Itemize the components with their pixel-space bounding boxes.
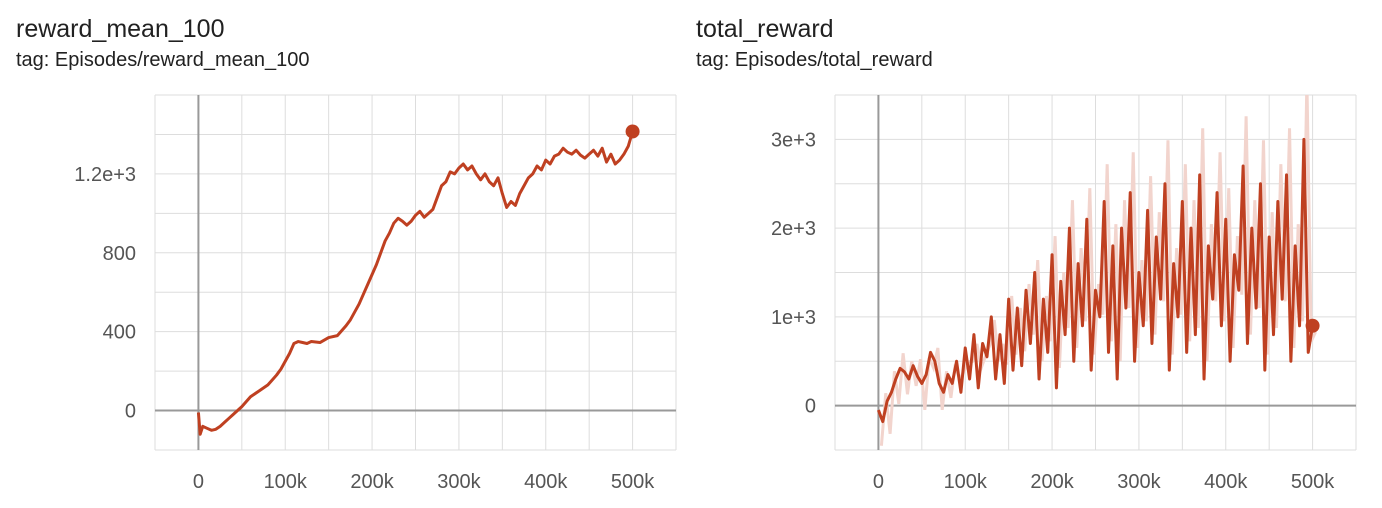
- y-tick-label: 0: [805, 396, 816, 418]
- line-chart-reward-mean: 0 100k 200k 300k 400k 500k 0 400 800 1.2e+3: [74, 94, 677, 493]
- x-tick-label: 300k: [1117, 471, 1161, 493]
- chart-card-reward-mean: reward_mean_100 tag: Episodes/reward_mea…: [0, 0, 680, 508]
- y-tick-label: 0: [125, 401, 136, 423]
- x-tick-label: 400k: [1204, 471, 1248, 493]
- x-tick-label: 300k: [437, 471, 481, 493]
- series-endpoint-marker: [625, 124, 640, 139]
- y-tick-label: 400: [103, 322, 136, 344]
- x-tick-label: 500k: [1291, 471, 1335, 493]
- x-tick-label: 400k: [524, 471, 568, 493]
- x-tick-label: 500k: [611, 471, 655, 493]
- x-tick-label: 200k: [1030, 471, 1074, 493]
- x-tick-label: 200k: [350, 471, 394, 493]
- y-tick-label: 1.2e+3: [74, 164, 136, 186]
- y-tick-label: 800: [103, 243, 136, 265]
- y-tick-label: 1e+3: [771, 307, 816, 329]
- y-tick-label: 3e+3: [771, 129, 816, 151]
- y-tick-label: 2e+3: [771, 218, 816, 240]
- x-tick-label: 100k: [944, 471, 988, 493]
- series-endpoint-marker: [1305, 318, 1320, 333]
- x-tick-label: 0: [193, 471, 204, 493]
- chart-tag: tag: Episodes/reward_mean_100: [16, 49, 310, 71]
- line-chart-total-reward: 0 100k 200k 300k 400k 500k 0 1e+3 2e+3 3e+3: [771, 94, 1357, 493]
- chart-title: total_reward: [696, 15, 834, 43]
- x-tick-label: 100k: [264, 471, 308, 493]
- chart-title: reward_mean_100: [16, 15, 225, 43]
- x-tick-label: 0: [873, 471, 884, 493]
- chart-card-total-reward: total_reward tag: Episodes/total_reward …: [680, 0, 1360, 508]
- chart-tag: tag: Episodes/total_reward: [696, 49, 933, 71]
